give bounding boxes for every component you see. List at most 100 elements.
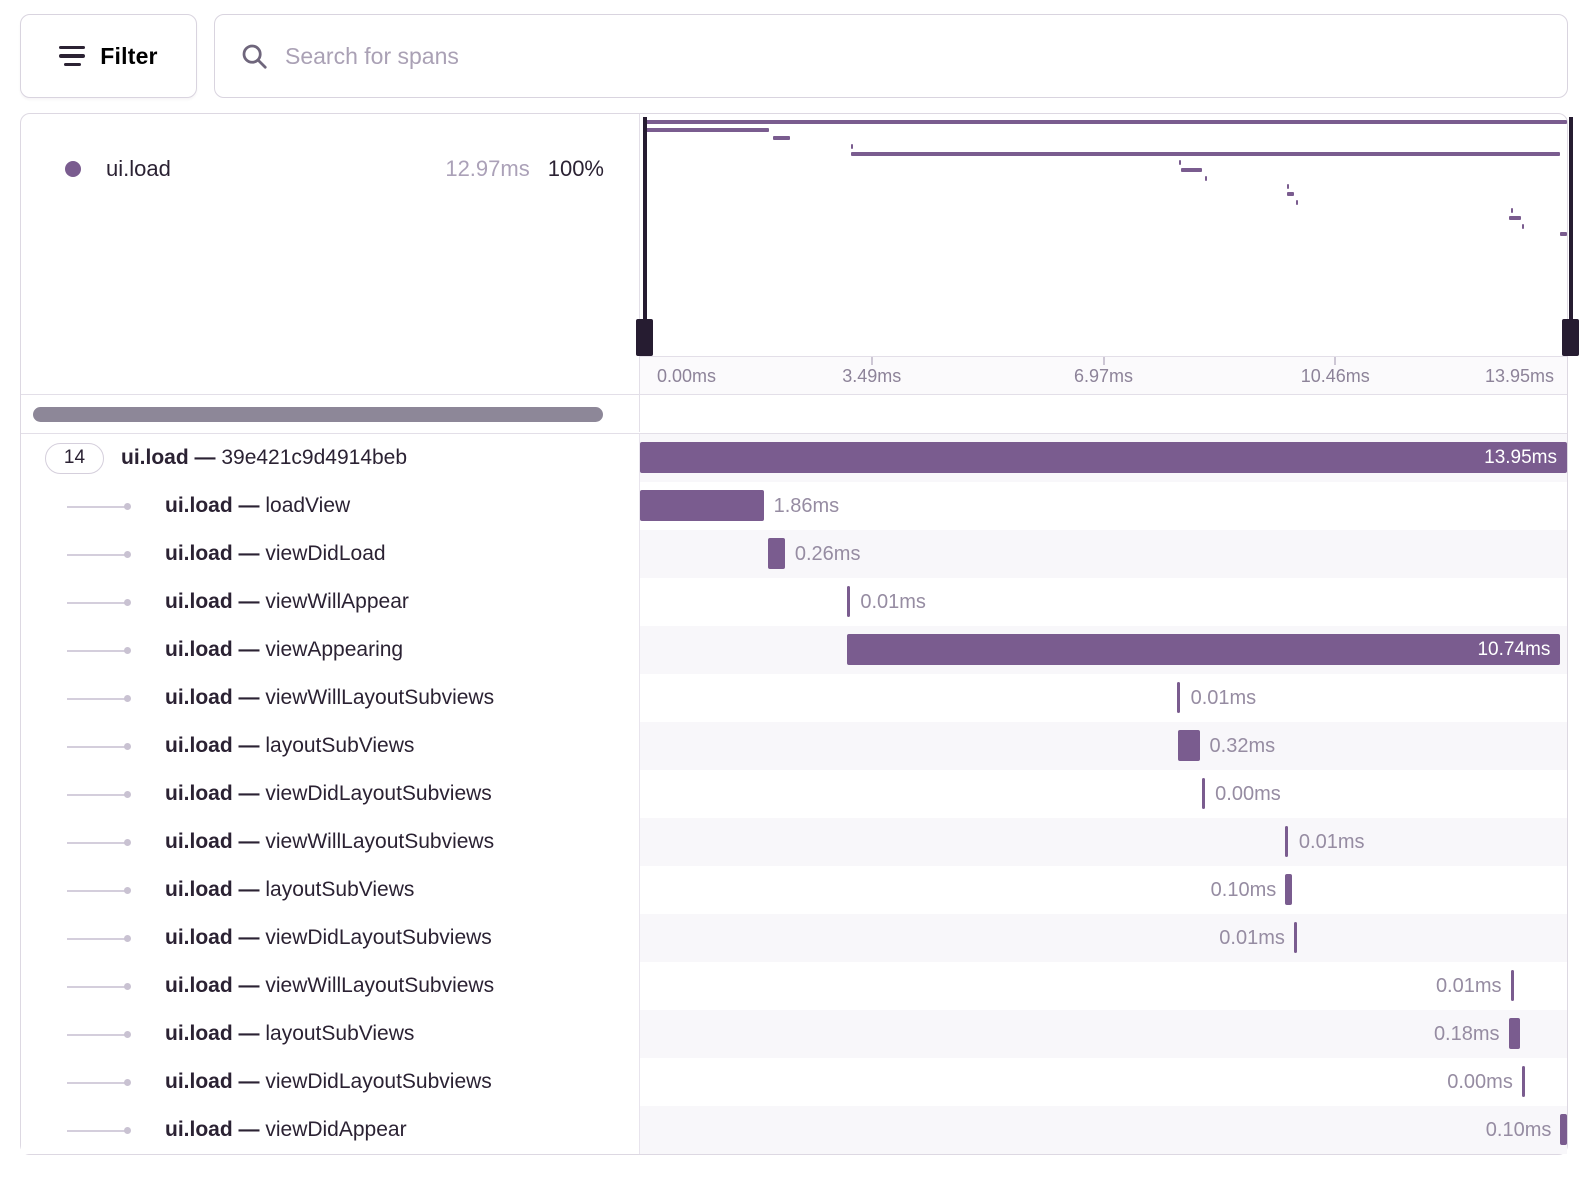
- span-timeline-cell: 0.32ms: [639, 722, 1567, 770]
- minimap-span-bar: [1180, 168, 1202, 172]
- span-title: ui.load — viewDidAppear: [165, 1118, 407, 1141]
- tree-connector-dot: [124, 742, 131, 750]
- trace-summary-row[interactable]: ui.load 12.97ms 100%: [65, 156, 604, 182]
- span-row: ui.load — layoutSubViews 0.10ms: [21, 866, 1567, 914]
- span-tree-root-row[interactable]: 14 ui.load — 39e421c9d4914beb: [21, 434, 639, 482]
- span-duration-label: 0.18ms: [1433, 1023, 1500, 1045]
- span-title: ui.load — viewAppearing: [165, 638, 404, 661]
- tree-connector-dot: [124, 502, 131, 510]
- span-duration-label: 0.10ms: [1210, 879, 1277, 901]
- span-search-box[interactable]: [214, 14, 1568, 98]
- span-search-input[interactable]: [285, 42, 1543, 70]
- filter-button[interactable]: Filter: [20, 14, 197, 98]
- span-tree-row[interactable]: ui.load — viewDidLayoutSubviews: [21, 914, 639, 962]
- tree-connector-line: [67, 794, 125, 796]
- span-tree-row[interactable]: ui.load — viewDidAppear: [21, 1106, 639, 1154]
- span-title: ui.load — viewWillLayoutSubviews: [165, 830, 495, 853]
- span-duration-label: 0.32ms: [1209, 735, 1276, 757]
- span-title: ui.load — viewDidLayoutSubviews: [165, 1070, 492, 1093]
- span-tree-row[interactable]: ui.load — loadView: [21, 482, 639, 530]
- span-row: ui.load — viewDidAppear 0.10ms: [21, 1106, 1567, 1154]
- span-row: ui.load — viewDidLoad 0.26ms: [21, 530, 1567, 578]
- minimap-left-handle-line: [643, 117, 647, 356]
- tree-connector-line: [67, 650, 125, 652]
- trace-duration: 12.97ms: [445, 156, 530, 181]
- span-duration-label: 0.00ms: [1447, 1071, 1513, 1093]
- tree-connector-dot: [124, 982, 131, 990]
- span-duration-bar[interactable]: 13.95ms: [640, 442, 1567, 473]
- tree-connector-dot: [124, 1030, 131, 1038]
- minimap-column: 0.00ms 3.49ms 6.97ms 10.46ms 13.95ms: [636, 114, 1579, 394]
- span-timeline-cell: 0.10ms: [639, 1106, 1567, 1154]
- span-duration-bar[interactable]: [1521, 1066, 1525, 1097]
- span-title: ui.load — viewWillLayoutSubviews: [165, 686, 495, 709]
- minimap-right-drag-handle[interactable]: [1562, 319, 1579, 356]
- span-duration-bar[interactable]: 10.74ms: [846, 634, 1561, 665]
- span-tree-row[interactable]: ui.load — layoutSubViews: [21, 722, 639, 770]
- trace-minimap[interactable]: [636, 114, 1579, 356]
- span-duration-label: 13.95ms: [1484, 446, 1557, 468]
- span-timeline-cell: 0.01ms: [639, 962, 1567, 1010]
- minimap-span-bar: [646, 120, 1567, 124]
- span-duration-label: 0.01ms: [860, 591, 926, 613]
- span-tree-row[interactable]: ui.load — viewDidLoad: [21, 530, 639, 578]
- span-duration-bar[interactable]: [1508, 1018, 1521, 1049]
- span-timeline-cell: 0.01ms: [639, 578, 1567, 626]
- tree-scrollbar-thumb[interactable]: [33, 407, 603, 422]
- span-duration-bar[interactable]: [1202, 778, 1206, 809]
- tree-connector-line: [67, 1082, 125, 1084]
- span-duration-label: 0.01ms: [1190, 687, 1257, 709]
- span-tree-row[interactable]: ui.load — viewWillLayoutSubviews: [21, 962, 639, 1010]
- tree-connector-line: [67, 1034, 125, 1036]
- span-duration-bar[interactable]: [1510, 970, 1514, 1001]
- tree-connector-dot: [124, 694, 131, 702]
- span-tree-row[interactable]: ui.load — viewAppearing: [21, 626, 639, 674]
- tree-scrollbar-track: [21, 395, 639, 433]
- span-duration-bar[interactable]: [767, 538, 785, 569]
- tree-connector-dot: [124, 1078, 131, 1086]
- span-timeline-cell: 0.01ms: [639, 818, 1567, 866]
- span-duration-bar[interactable]: [1293, 922, 1297, 953]
- span-duration-bar[interactable]: [640, 490, 764, 521]
- span-tree-row[interactable]: ui.load — viewWillLayoutSubviews: [21, 818, 639, 866]
- span-tree-row[interactable]: ui.load — viewWillLayoutSubviews: [21, 674, 639, 722]
- span-tree-row[interactable]: ui.load — layoutSubViews: [21, 1010, 639, 1058]
- span-color-dot: [65, 161, 81, 177]
- span-tree-row[interactable]: ui.load — viewDidLayoutSubviews: [21, 770, 639, 818]
- span-duration-label: 0.26ms: [794, 543, 861, 565]
- span-row: ui.load — viewDidLayoutSubviews 0.00ms: [21, 770, 1567, 818]
- span-tree-row[interactable]: ui.load — viewWillAppear: [21, 578, 639, 626]
- span-row: ui.load — layoutSubViews 0.32ms: [21, 722, 1567, 770]
- tree-connector-dot: [124, 886, 131, 894]
- minimap-span-bar: [1510, 208, 1513, 213]
- span-row: ui.load — viewWillAppear 0.01ms: [21, 578, 1567, 626]
- tree-connector-line: [67, 698, 125, 700]
- trace-op-name: ui.load: [106, 156, 171, 181]
- filter-button-label: Filter: [100, 42, 158, 69]
- span-duration-bar[interactable]: [846, 586, 850, 617]
- span-row: ui.load — viewAppearing 10.74ms: [21, 626, 1567, 674]
- span-timeline-cell: 0.01ms: [639, 914, 1567, 962]
- axis-tick-mark: [1334, 357, 1337, 365]
- children-count-badge[interactable]: 14: [45, 442, 104, 474]
- span-duration-bar[interactable]: [1285, 826, 1289, 857]
- span-duration-bar[interactable]: [1285, 874, 1292, 905]
- minimap-span-bar: [772, 136, 790, 140]
- trace-view-page: Filter ui.load 12.97ms 100%: [20, 0, 1579, 1155]
- span-duration-bar[interactable]: [1178, 730, 1200, 761]
- span-row: 14 ui.load — 39e421c9d4914beb 13.95ms: [21, 434, 1567, 482]
- tree-connector-dot: [124, 550, 131, 558]
- span-duration-bar[interactable]: [1176, 682, 1180, 713]
- minimap-span-bar: [1560, 232, 1567, 236]
- span-tree-row[interactable]: ui.load — viewDidLayoutSubviews: [21, 1058, 639, 1106]
- axis-tick-mark: [870, 357, 873, 365]
- minimap-span-bar: [1204, 176, 1207, 181]
- span-tree-row[interactable]: ui.load — layoutSubViews: [21, 866, 639, 914]
- span-row: ui.load — viewWillLayoutSubviews 0.01ms: [21, 674, 1567, 722]
- span-timeline-cell: 0.00ms: [639, 1058, 1567, 1106]
- span-title: ui.load — layoutSubViews: [165, 734, 415, 757]
- span-title: ui.load — viewDidLayoutSubviews: [165, 782, 492, 805]
- minimap-left-drag-handle[interactable]: [636, 319, 653, 356]
- tree-connector-dot: [124, 934, 131, 942]
- span-duration-bar[interactable]: [1560, 1114, 1567, 1145]
